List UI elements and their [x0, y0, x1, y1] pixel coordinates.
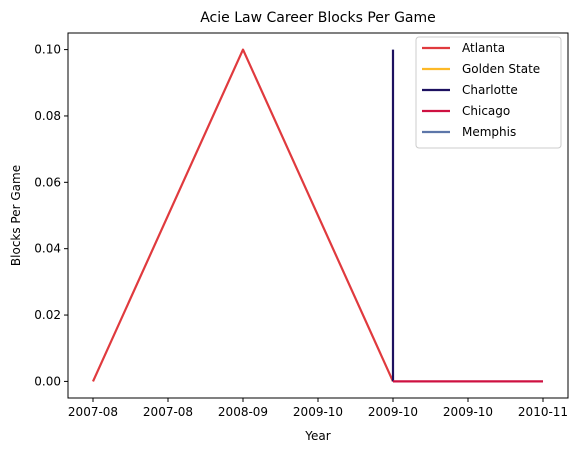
x-axis: 2007-08 2007-08 2008-09 2009-10 2009-10 2009-… — [68, 398, 568, 419]
y-tick-label: 0.02 — [34, 308, 61, 322]
chart-title: Acie Law Career Blocks Per Game — [200, 10, 436, 26]
y-axis: 0.00 0.02 0.04 0.06 0.08 0.10 — [34, 43, 68, 388]
x-tick-label: 2009-10 — [368, 405, 418, 419]
x-axis-label: Year — [304, 429, 330, 443]
legend-label-atlanta: Atlanta — [462, 41, 505, 55]
y-tick-label: 0.08 — [34, 109, 61, 123]
series-lines — [91, 48, 543, 383]
y-axis-label: Blocks Per Game — [9, 165, 23, 266]
legend: Atlanta Golden State Charlotte Chicago Memph… — [415, 36, 562, 149]
series-line-atlanta — [91, 48, 395, 382]
legend-label-golden-state: Golden State — [462, 62, 540, 76]
x-tick-label: 2010-11 — [518, 405, 568, 419]
x-tick-label: 2007-08 — [143, 405, 193, 419]
x-tick-label: 2007-08 — [68, 405, 118, 419]
x-tick-label: 2009-10 — [443, 405, 493, 419]
y-tick-label: 0.00 — [34, 374, 61, 388]
x-tick-label: 2008-09 — [218, 405, 268, 419]
legend-label-chicago: Chicago — [462, 104, 510, 118]
legend-label-charlotte: Charlotte — [462, 83, 518, 97]
x-tick-label: 2009-10 — [293, 405, 343, 419]
y-tick-label: 0.06 — [34, 175, 61, 189]
legend-label-memphis: Memphis — [462, 125, 516, 139]
y-tick-label: 0.04 — [34, 242, 61, 256]
legend-box — [415, 36, 562, 149]
y-tick-label: 0.10 — [34, 43, 61, 57]
